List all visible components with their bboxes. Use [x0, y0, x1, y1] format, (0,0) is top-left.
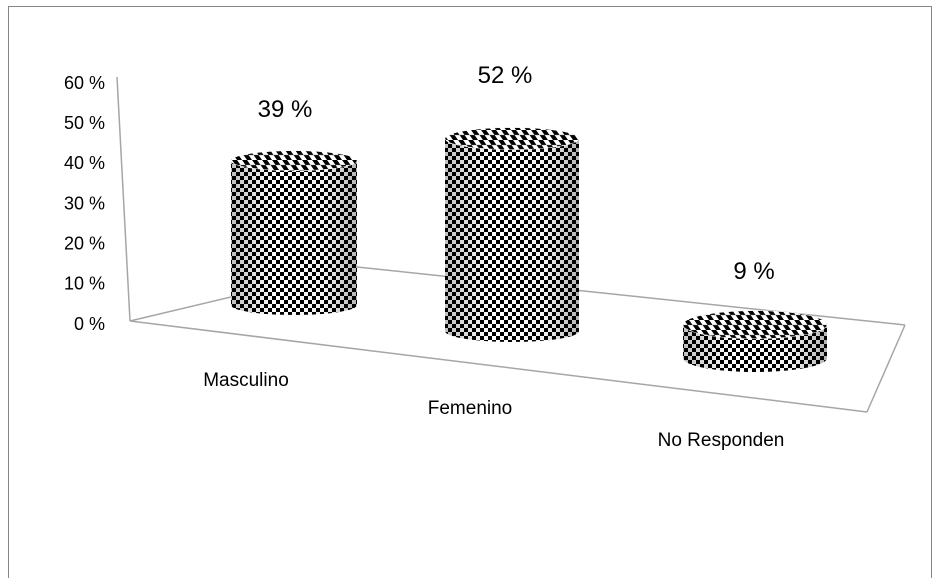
- y-tick-label: 10 %: [64, 274, 105, 294]
- cylinder-top: [230, 150, 358, 171]
- y-tick-label: 0 %: [74, 314, 105, 334]
- y-tick-label: 40 %: [64, 153, 105, 173]
- category-labels: Masculino Femenino No Responden: [203, 370, 784, 451]
- cylinder-top: [682, 310, 828, 339]
- floor-right-edge: [866, 324, 906, 413]
- data-label: 39 %: [258, 96, 313, 123]
- y-tick-label: 60 %: [64, 73, 105, 93]
- y-tick-label: 50 %: [64, 113, 105, 133]
- y-tick-label: 20 %: [64, 233, 105, 253]
- chart-area: [8, 6, 932, 578]
- floor-back-edge: [356, 266, 906, 326]
- y-axis-tick-labels: 0 % 10 % 20 % 30 % 40 % 50 % 60 %: [64, 73, 105, 334]
- data-label: 9 %: [733, 258, 774, 285]
- y-tick-label: 30 %: [64, 193, 105, 213]
- category-label: Masculino: [203, 370, 289, 391]
- cylinder-shade: [445, 138, 579, 342]
- bar-masculino: [230, 150, 358, 315]
- back-wall-left-edge: [116, 76, 131, 322]
- cylinder-shade: [231, 160, 357, 315]
- bar-femenino: [444, 127, 580, 342]
- cylinder-top: [444, 127, 580, 150]
- bar-no-responden: [682, 310, 828, 372]
- category-label: No Responden: [658, 430, 785, 451]
- category-label: Femenino: [428, 398, 513, 419]
- floor-front-edge: [129, 320, 868, 413]
- data-label: 52 %: [478, 62, 533, 89]
- data-labels: 39 % 52 % 9 %: [258, 62, 775, 285]
- bars: [230, 127, 828, 372]
